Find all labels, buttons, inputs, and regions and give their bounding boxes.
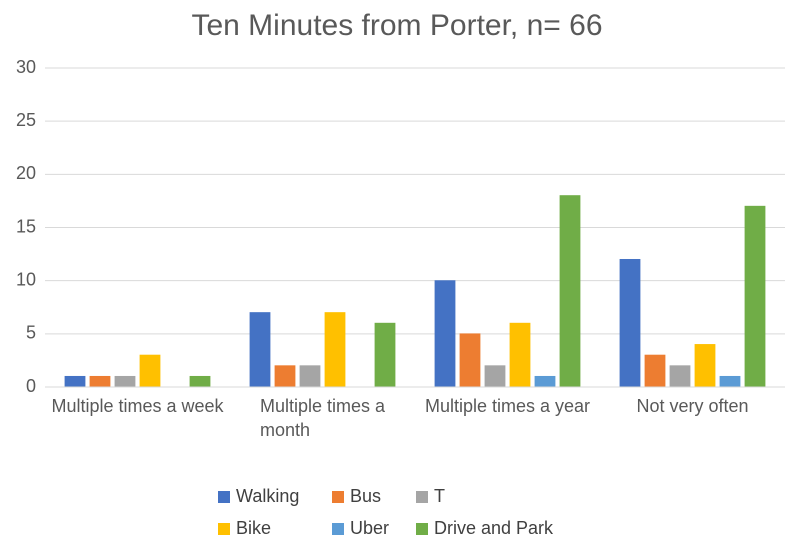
bar [644,354,666,388]
x-tick-label: Multiple times a year [425,396,590,416]
bar [189,375,211,388]
legend-swatch [218,491,230,503]
bar [299,365,321,388]
bar [114,375,136,388]
legend-swatch [416,491,428,503]
x-tick-label: Multiple times a week [51,396,224,416]
bar [559,195,581,388]
legend-swatch [416,523,428,535]
bar [484,365,506,388]
bar [509,322,531,388]
bar [89,375,111,388]
y-tick-label: 0 [26,376,36,396]
y-tick-label: 25 [16,110,36,130]
bar [139,354,161,388]
bar [669,365,691,388]
bar [274,365,296,388]
legend-label: Uber [350,518,389,538]
y-tick-label: 10 [16,269,36,289]
bar [619,258,641,388]
y-tick-label: 20 [16,163,36,183]
y-tick-label: 15 [16,216,36,236]
legend-swatch [218,523,230,535]
bar [719,375,741,388]
bar [534,375,556,388]
bar [324,312,346,388]
bar [434,280,456,388]
bar [249,312,271,388]
legend-label: T [434,486,445,506]
bar [694,344,716,388]
y-tick-label: 5 [26,323,36,343]
legend-label: Walking [236,486,299,506]
legend-label: Bike [236,518,271,538]
legend-label: Drive and Park [434,518,554,538]
legend-swatch [332,491,344,503]
bar [744,205,766,388]
legend-swatch [332,523,344,535]
x-tick-label: Multiple times a month [260,396,386,440]
legend-label: Bus [350,486,381,506]
y-tick-label: 30 [16,57,36,77]
x-tick-label: Not very often [636,396,748,416]
bar [374,322,396,388]
bar [64,375,86,388]
bar [459,333,481,388]
chart-title: Ten Minutes from Porter, n= 66 [191,9,602,42]
